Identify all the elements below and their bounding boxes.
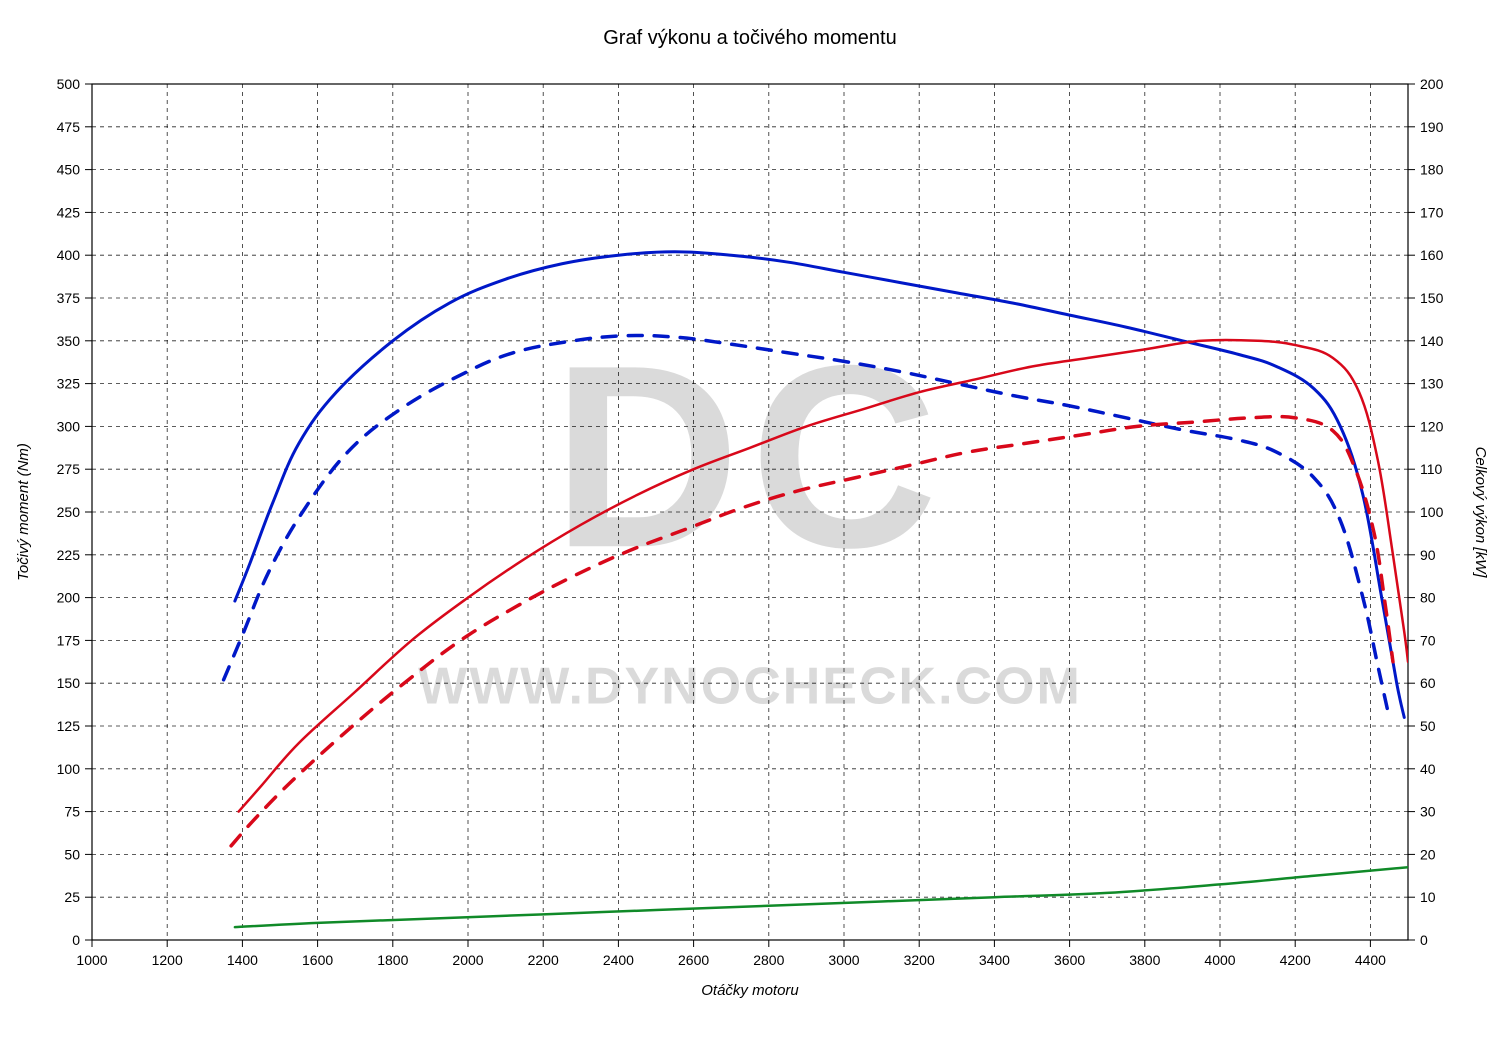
svg-text:3400: 3400	[979, 952, 1010, 968]
svg-text:Graf výkonu a točivého momentu: Graf výkonu a točivého momentu	[603, 27, 896, 49]
svg-text:450: 450	[57, 162, 81, 178]
svg-text:500: 500	[57, 76, 81, 92]
svg-text:75: 75	[64, 804, 80, 820]
svg-text:120: 120	[1420, 418, 1444, 434]
svg-text:250: 250	[57, 504, 81, 520]
svg-text:4200: 4200	[1280, 952, 1311, 968]
svg-text:375: 375	[57, 290, 81, 306]
svg-text:175: 175	[57, 632, 81, 648]
svg-text:1800: 1800	[377, 952, 408, 968]
svg-text:190: 190	[1420, 119, 1444, 135]
svg-text:400: 400	[57, 247, 81, 263]
svg-text:2400: 2400	[603, 952, 634, 968]
svg-text:150: 150	[57, 675, 81, 691]
svg-text:4400: 4400	[1355, 952, 1386, 968]
svg-text:WWW.DYNOCHECK.COM: WWW.DYNOCHECK.COM	[418, 658, 1082, 716]
svg-text:3800: 3800	[1129, 952, 1160, 968]
svg-text:20: 20	[1420, 846, 1436, 862]
svg-text:50: 50	[1420, 718, 1436, 734]
svg-text:110: 110	[1420, 461, 1443, 477]
svg-text:Otáčky motoru: Otáčky motoru	[701, 982, 799, 999]
svg-text:140: 140	[1420, 333, 1444, 349]
svg-text:50: 50	[64, 846, 80, 862]
svg-text:275: 275	[57, 461, 81, 477]
svg-text:300: 300	[57, 418, 81, 434]
chart-svg: Graf výkonu a točivého momentuDCWWW.DYNO…	[0, 0, 1500, 1041]
svg-text:1200: 1200	[152, 952, 183, 968]
svg-text:130: 130	[1420, 376, 1444, 392]
svg-text:170: 170	[1420, 204, 1444, 220]
svg-text:1600: 1600	[302, 952, 333, 968]
svg-text:40: 40	[1420, 761, 1436, 777]
svg-text:350: 350	[57, 333, 81, 349]
svg-text:1000: 1000	[76, 952, 107, 968]
svg-text:3600: 3600	[1054, 952, 1085, 968]
svg-text:2200: 2200	[528, 952, 559, 968]
svg-text:200: 200	[57, 590, 81, 606]
svg-text:425: 425	[57, 204, 81, 220]
svg-text:60: 60	[1420, 675, 1436, 691]
svg-text:80: 80	[1420, 590, 1436, 606]
svg-text:0: 0	[1420, 932, 1428, 948]
svg-text:100: 100	[1420, 504, 1444, 520]
svg-text:3000: 3000	[828, 952, 859, 968]
svg-text:4000: 4000	[1204, 952, 1235, 968]
svg-text:2000: 2000	[452, 952, 483, 968]
svg-text:70: 70	[1420, 632, 1436, 648]
svg-text:180: 180	[1420, 162, 1444, 178]
svg-text:2800: 2800	[753, 952, 784, 968]
svg-text:Celkový výkon [kW]: Celkový výkon [kW]	[1472, 447, 1489, 579]
svg-text:3200: 3200	[904, 952, 935, 968]
svg-text:100: 100	[57, 761, 81, 777]
svg-text:125: 125	[57, 718, 81, 734]
svg-text:200: 200	[1420, 76, 1444, 92]
svg-text:150: 150	[1420, 290, 1444, 306]
svg-text:25: 25	[64, 889, 80, 905]
svg-text:30: 30	[1420, 804, 1436, 820]
svg-text:1400: 1400	[227, 952, 258, 968]
svg-text:325: 325	[57, 376, 81, 392]
svg-text:90: 90	[1420, 547, 1436, 563]
svg-text:2600: 2600	[678, 952, 709, 968]
svg-text:160: 160	[1420, 247, 1444, 263]
svg-text:Točivý moment (Nm): Točivý moment (Nm)	[15, 443, 32, 581]
svg-text:475: 475	[57, 119, 81, 135]
svg-text:10: 10	[1420, 889, 1436, 905]
dyno-chart: Graf výkonu a točivého momentuDCWWW.DYNO…	[0, 0, 1500, 1041]
svg-text:0: 0	[72, 932, 80, 948]
svg-text:225: 225	[57, 547, 81, 563]
